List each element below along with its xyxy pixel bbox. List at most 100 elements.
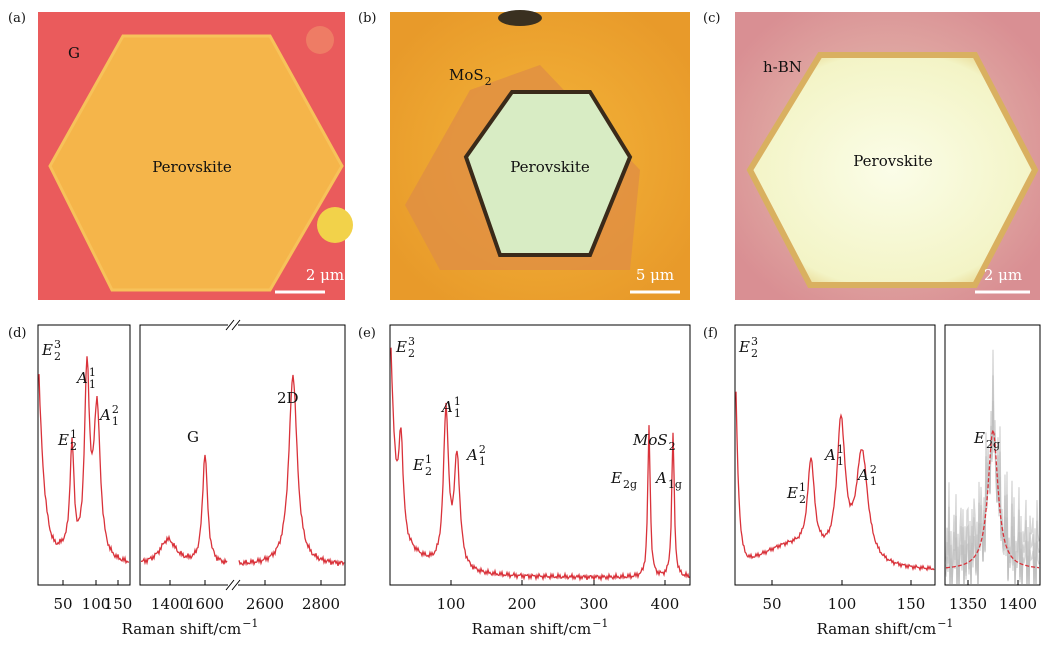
peak-label: E 12	[412, 453, 432, 478]
peak-label-base: A	[440, 398, 453, 416]
peak-label-sub: 2	[799, 493, 806, 506]
material-label: h-BN	[763, 58, 802, 76]
peak-label: E 32	[41, 338, 61, 363]
peak-label-base: E	[973, 429, 985, 447]
peak-label-base: A	[654, 469, 667, 487]
material-label: MoS 2	[449, 66, 492, 88]
peak-label: E 12	[786, 481, 806, 506]
center-label: Perovskite	[510, 158, 590, 176]
x-tick-label: 100	[828, 595, 857, 613]
scale-bar-label: 5 μm	[636, 266, 674, 284]
x-tick-label: 100	[82, 595, 111, 613]
spectrum	[390, 347, 690, 583]
peak-label-sup: 3	[751, 335, 758, 348]
x-tick-label: 1600	[186, 595, 224, 613]
x-axis-label: Raman shift/cm −1	[122, 617, 259, 638]
peak-label-sub: 1	[870, 475, 877, 488]
peak-label: A 21	[98, 403, 119, 428]
x-axis-label-base: Raman shift/cm	[122, 620, 242, 638]
peak-label-base: E	[610, 469, 622, 487]
peak-label-base: E	[786, 484, 798, 502]
material-label-sub: 2	[485, 75, 492, 88]
peak-label: E 32	[738, 335, 758, 360]
x-axis-label-sup: −1	[937, 617, 953, 630]
x-tick-label: 200	[508, 595, 537, 613]
panel-label: (f)	[703, 326, 718, 341]
peak-label-sup: 2	[479, 443, 486, 456]
panel-label: (d)	[8, 326, 26, 341]
panel-label: (e)	[358, 326, 376, 341]
x-tick-label: 1350	[949, 595, 987, 613]
peak-label: G	[187, 428, 199, 446]
peak-label-sup: 1	[425, 453, 432, 466]
peak-label: E 2g	[973, 429, 1000, 451]
peak-label-sub: 2	[54, 350, 61, 363]
axes-box	[37, 324, 131, 586]
peak-label-sub: 1	[479, 455, 486, 468]
peak-label-sup: 1	[89, 366, 96, 379]
peak-label-sub: 2	[70, 440, 77, 453]
axes-box	[139, 324, 346, 586]
peak-label: E 32	[395, 335, 415, 360]
peak-label-sub: 2	[669, 440, 676, 453]
axes-box	[734, 324, 936, 586]
peak-label-base: A	[856, 466, 869, 484]
panel-label: (a)	[8, 11, 26, 26]
peak-label-base: E	[41, 341, 53, 359]
scale-bar-label: 2 μm	[306, 266, 344, 284]
peak-label-sub: 1	[112, 415, 119, 428]
peak-label-sub: 2	[408, 347, 415, 360]
peak-label: E 12	[57, 428, 77, 453]
peak-label-sub: 1	[89, 378, 96, 391]
x-tick-label: 1400	[151, 595, 189, 613]
axes-box	[944, 324, 1041, 586]
x-tick-label: 150	[104, 595, 133, 613]
peak-label-base: E	[57, 431, 69, 449]
peak-label: MoS 2	[632, 431, 676, 453]
center-label: Perovskite	[152, 158, 232, 176]
peak-label-sup: 1	[454, 395, 461, 408]
peak-label-base: A	[98, 406, 111, 424]
image-a	[38, 12, 353, 300]
peak-label-sup: 2	[112, 403, 119, 416]
panel-label: (c)	[703, 11, 720, 26]
axis-break	[225, 319, 241, 591]
image-c	[735, 12, 1040, 300]
peak-label: A 1g	[654, 469, 682, 491]
image-b	[390, 10, 690, 300]
x-tick-label: 100	[437, 595, 466, 613]
peak-label-sub: 2	[751, 347, 758, 360]
peak-label-sub: 1g	[668, 478, 682, 491]
peak-label-sub: 2	[425, 465, 432, 478]
spectrum	[38, 356, 130, 565]
peak-label: A 21	[856, 463, 877, 488]
x-tick-label: 400	[651, 595, 680, 613]
x-tick-label: 2600	[246, 595, 284, 613]
material-label-base: MoS	[449, 66, 484, 84]
x-axis-label: Raman shift/cm −1	[817, 617, 954, 638]
x-tick-label: 300	[580, 595, 609, 613]
axes-box	[389, 324, 691, 586]
peak-label: A 11	[823, 443, 844, 468]
peak-label: A 11	[440, 395, 461, 420]
peak-label-base: A	[465, 446, 478, 464]
peak-label-sub: 1	[837, 455, 844, 468]
peak-label: 2D	[277, 389, 299, 407]
x-tick-label: 150	[897, 595, 926, 613]
peak-label-base: E	[738, 338, 750, 356]
material-label: G	[68, 44, 80, 62]
spectrum	[945, 427, 1040, 569]
x-tick-label: 2800	[302, 595, 340, 613]
spectrum	[735, 391, 935, 572]
x-tick-label: 50	[53, 595, 72, 613]
peak-label-base: MoS	[632, 431, 668, 449]
peak-label-sup: 1	[837, 443, 844, 456]
peak-label-sup: 2	[870, 463, 877, 476]
peak-label-sub: 1	[454, 407, 461, 420]
spectrum	[945, 349, 1040, 585]
peak-label-sup: 3	[408, 335, 415, 348]
scale-bar-label: 2 μm	[984, 266, 1022, 284]
spectrum	[141, 454, 228, 566]
peak-label-base: A	[75, 369, 88, 387]
